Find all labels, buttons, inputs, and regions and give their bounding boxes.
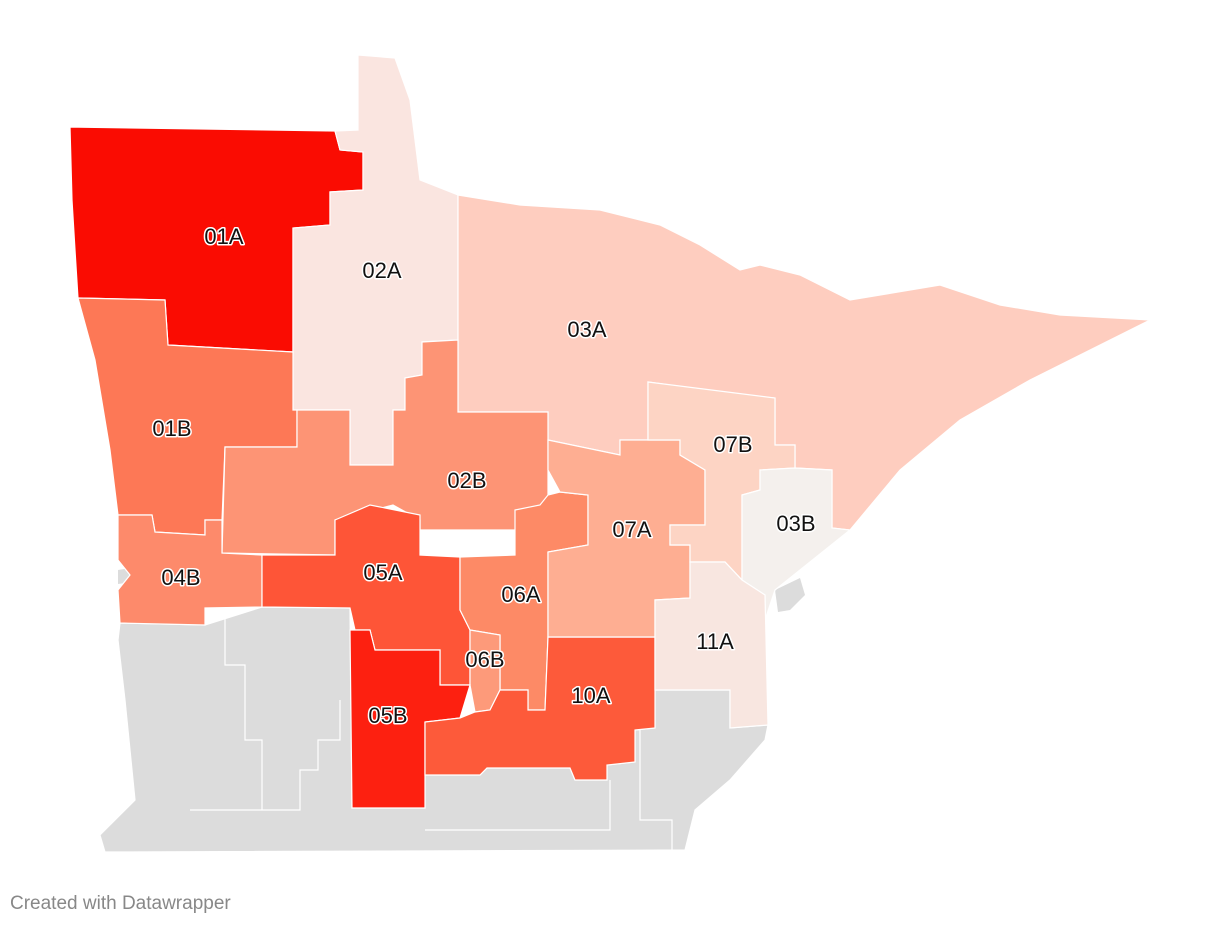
gray-area [775, 578, 805, 612]
footer: Created with Datawrapper [10, 893, 231, 914]
district-area [349, 629, 471, 809]
district-label: 01B [152, 416, 191, 441]
district-area [424, 636, 656, 781]
district-label: 03A [567, 317, 606, 342]
district-label: 05A [363, 560, 402, 585]
district-area [654, 561, 769, 729]
district-label: 07A [612, 517, 651, 542]
district-label: 03B [776, 511, 815, 536]
districts [69, 54, 1153, 809]
county-line [190, 700, 341, 811]
district-label: 02A [362, 258, 401, 283]
district-label: 11A [696, 629, 734, 654]
county-line [425, 780, 611, 831]
district-label: 06B [465, 647, 504, 672]
district-label: 02B [447, 468, 486, 493]
district-label: 06A [501, 582, 540, 607]
district-label: 05B [368, 703, 407, 728]
district-labels: 01A 02A 03A 01B 02B 04B 05A 06A 06B 05B 10A 07A 07B 0… [151, 222, 817, 729]
county-line [639, 730, 673, 850]
district-label: 10A [571, 683, 610, 708]
district-label: 01A [204, 224, 243, 249]
map: 01A 02A 03A 01B 02B 04B 05A 06A 06B 05B 10A 07A 07B 0… [69, 54, 1153, 852]
district-label: 04B [161, 565, 200, 590]
county-line [224, 610, 263, 810]
district-label: 07B [713, 432, 752, 457]
